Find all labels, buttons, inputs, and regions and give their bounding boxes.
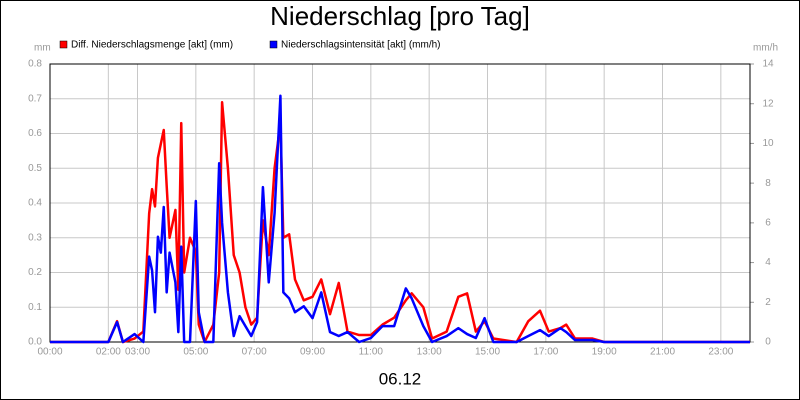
y2-tick-label: 8: [765, 178, 771, 189]
y2-tick-label: 10: [762, 138, 774, 149]
y-tick-label: 0.5: [28, 163, 42, 174]
y-tick-label: 0.8: [28, 59, 42, 70]
y-tick-label: 0.7: [28, 93, 42, 104]
series-line: [50, 94, 750, 344]
y-tick-label: 0.1: [28, 302, 42, 313]
y-tick-label: 0.6: [28, 128, 42, 139]
x-tick-label: 07:00: [242, 347, 267, 358]
legend-swatch: [269, 40, 278, 49]
y2-tick-label: 2: [765, 297, 771, 308]
x-tick-label: 21:00: [650, 347, 675, 358]
x-axis-label: 06.12: [379, 369, 422, 388]
x-tick-label: 23:00: [708, 347, 733, 358]
x-tick-label: 13:00: [417, 347, 442, 358]
x-tick-label: 03:00: [125, 347, 150, 358]
chart-title: Niederschlag [pro Tag]: [270, 1, 530, 31]
plot-area: [49, 63, 751, 343]
y2-tick-label: 4: [765, 257, 771, 268]
legend-swatch: [59, 40, 68, 49]
x-tick-label: 05:00: [183, 347, 208, 358]
legend-label: Niederschlagsintensität [akt] (mm/h): [281, 40, 441, 51]
y2-tick-label: 14: [762, 59, 774, 70]
y2-tick-label: 0: [765, 337, 771, 348]
x-tick-label: 11:00: [359, 347, 384, 358]
y2-tick-label: 12: [762, 98, 774, 109]
y-tick-label: 0.2: [28, 267, 42, 278]
x-tick-label: 15:00: [475, 347, 500, 358]
x-tick-label: 09:00: [300, 347, 325, 358]
legend-label: Diff. Niederschlagsmenge [akt] (mm): [71, 40, 233, 51]
y-axis-label: mm: [34, 43, 51, 54]
y-tick-label: 0.4: [28, 198, 42, 209]
x-tick-label: 02:00: [96, 347, 121, 358]
y-tick-label: 0.3: [28, 232, 42, 243]
y2-axis-label: mm/h: [753, 43, 778, 54]
y2-tick-label: 6: [765, 217, 771, 228]
x-tick-label: 00:00: [37, 347, 62, 358]
x-tick-label: 17:00: [533, 347, 558, 358]
y-tick-label: 0.0: [28, 337, 42, 348]
x-tick-label: 19:00: [592, 347, 617, 358]
